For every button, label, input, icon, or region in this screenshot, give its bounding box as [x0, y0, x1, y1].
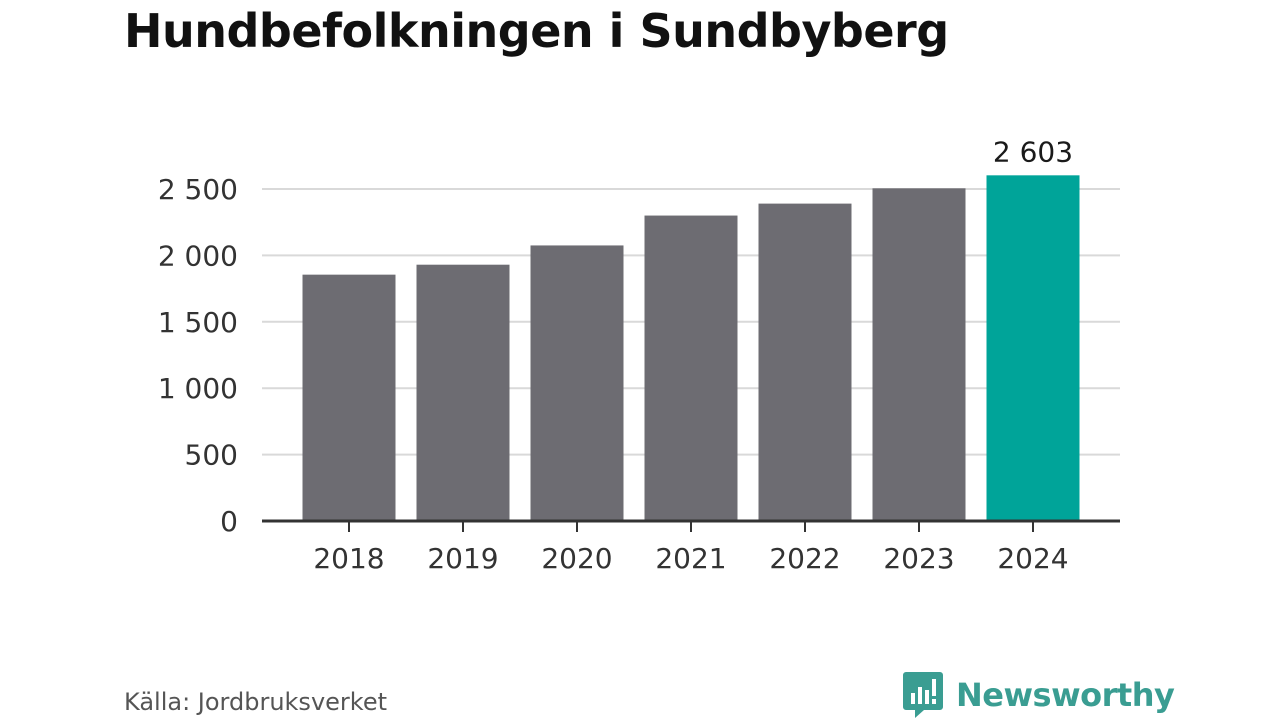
- y-tick-label: 500: [185, 439, 238, 472]
- y-axis-tick-labels: 0 500 1 000 1 500 2 000 2 500: [158, 173, 238, 538]
- bar-2022: [758, 203, 852, 521]
- x-tick-label: 2021: [655, 542, 726, 575]
- x-tick-label: 2019: [427, 542, 498, 575]
- y-tick-label: 1 000: [158, 372, 238, 405]
- x-tick-label: 2020: [541, 542, 612, 575]
- y-tick-label: 1 500: [158, 306, 238, 339]
- x-tick-label: 2024: [997, 542, 1068, 575]
- y-tick-label: 0: [220, 505, 238, 538]
- x-tick-label: 2023: [883, 542, 954, 575]
- bars: [302, 175, 1080, 521]
- x-axis: 2018 2019 2020 2021 2022 2023 2024: [262, 519, 1120, 575]
- newsworthy-logo-icon: [903, 672, 943, 718]
- bar-2024: [986, 175, 1080, 521]
- brand-name: Newsworthy: [956, 676, 1175, 714]
- bar-2019: [416, 264, 510, 521]
- y-tick-label: 2 500: [158, 173, 238, 206]
- chart-title: Hundbefolkningen i Sundbyberg: [124, 4, 949, 58]
- bar-2020: [530, 245, 624, 521]
- x-tick-label: 2018: [313, 542, 384, 575]
- bar-2021: [644, 215, 738, 521]
- bar-chart: 0 500 1 000 1 500 2 000 2 500 2018 2019 2020 202…: [158, 135, 1120, 575]
- data-label: 2 603: [993, 135, 1073, 168]
- bar-2018: [302, 274, 396, 521]
- data-labels: 2 603: [993, 135, 1073, 168]
- source-note: Källa: Jordbruksverket: [124, 688, 387, 716]
- bar-2023: [872, 188, 966, 521]
- x-tick-label: 2022: [769, 542, 840, 575]
- brand-logo: Newsworthy: [902, 670, 1175, 720]
- y-tick-label: 2 000: [158, 239, 238, 272]
